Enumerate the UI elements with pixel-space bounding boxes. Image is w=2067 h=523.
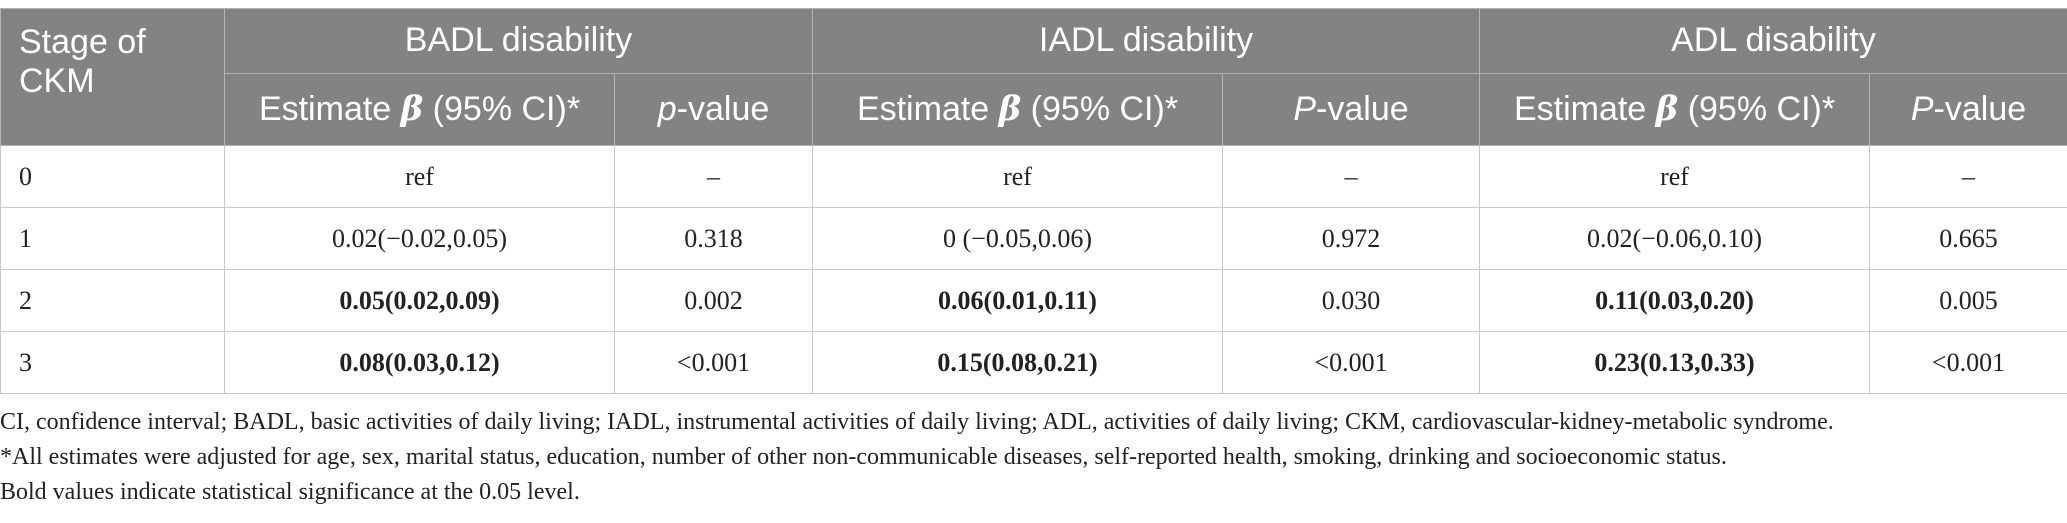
beta-symbol: β (1655, 88, 1679, 129)
badl-pvalue-cell: <0.001 (614, 331, 813, 394)
iadl-pvalue-cell: 0.972 (1221, 207, 1481, 270)
iadl-pvalue-cell: – (1221, 145, 1481, 208)
table-row: 1 0.02(−0.02,0.05) 0.318 0 (−0.05,0.06) … (0, 207, 2067, 270)
badl-estimate-cell: 0.08(0.03,0.12) (224, 331, 615, 394)
beta-symbol: β (998, 88, 1022, 129)
badl-estimate-cell: 0.05(0.02,0.09) (224, 269, 615, 332)
adl-pvalue-cell: <0.001 (1869, 331, 2067, 394)
table-row: 3 0.08(0.03,0.12) <0.001 0.15(0.08,0.21)… (0, 331, 2067, 394)
iadl-estimate-cell: 0 (−0.05,0.06) (812, 207, 1223, 270)
adl-pvalue-header: P-value (1869, 73, 2067, 146)
adl-estimate-cell: 0.02(−0.06,0.10) (1479, 207, 1871, 270)
table-header: Stage of CKM BADL disability IADL disabi… (0, 8, 2067, 146)
beta-symbol: β (400, 88, 424, 129)
pvalue-letter: P (1293, 89, 1317, 128)
adl-estimate-cell: 0.23(0.13,0.33) (1479, 331, 1871, 394)
table-row: 2 0.05(0.02,0.09) 0.002 0.06(0.01,0.11) … (0, 269, 2067, 332)
iadl-pvalue-cell: <0.001 (1221, 331, 1481, 394)
iadl-group-header: IADL disability (811, 8, 1481, 74)
pvalue-letter: P (1910, 89, 1934, 128)
estimate-suffix: (95% CI)* (1678, 89, 1836, 128)
estimate-suffix: (95% CI)* (1021, 89, 1179, 128)
adl-estimate-header: Estimate β (95% CI)* (1479, 73, 1871, 146)
iadl-estimate-cell: 0.15(0.08,0.21) (812, 331, 1223, 394)
estimate-prefix: Estimate (1513, 89, 1656, 128)
pvalue-letter: p (657, 89, 677, 128)
adl-pvalue-cell: – (1869, 145, 2067, 208)
estimate-suffix: (95% CI)* (423, 89, 581, 128)
significance-footnote: Bold values indicate statistical signifi… (0, 479, 580, 505)
stage-column-header: Stage of CKM (0, 8, 225, 146)
estimate-prefix: Estimate (258, 89, 401, 128)
stage-cell: 0 (0, 145, 225, 208)
badl-estimate-header: Estimate β (95% CI)* (224, 73, 615, 146)
stage-cell: 2 (0, 269, 225, 332)
iadl-estimate-cell: ref (812, 145, 1223, 208)
iadl-pvalue-cell: 0.030 (1221, 269, 1481, 332)
abbreviations-footnote: CI, confidence interval; BADL, basic act… (0, 409, 1834, 435)
badl-group-header: BADL disability (224, 8, 813, 74)
table-body: 0 ref – ref – ref – 1 0.02(−0.02,0.05) 0… (0, 145, 2067, 394)
badl-estimate-cell: 0.02(−0.02,0.05) (224, 207, 615, 270)
pvalue-rest: -value (1316, 89, 1409, 128)
iadl-estimate-header: Estimate β (95% CI)* (812, 73, 1223, 146)
table-row: 0 ref – ref – ref – (0, 145, 2067, 208)
badl-estimate-cell: ref (224, 145, 615, 208)
iadl-pvalue-header: P-value (1221, 73, 1481, 146)
badl-pvalue-cell: 0.002 (614, 269, 813, 332)
adl-estimate-cell: ref (1479, 145, 1871, 208)
badl-pvalue-cell: – (614, 145, 813, 208)
stage-cell: 3 (0, 331, 225, 394)
adjustment-footnote: *All estimates were adjusted for age, se… (0, 444, 1727, 470)
table-footnotes: CI, confidence interval; BADL, basic act… (0, 405, 2067, 510)
stage-cell: 1 (0, 207, 225, 270)
adl-pvalue-cell: 0.665 (1869, 207, 2067, 270)
badl-pvalue-cell: 0.318 (614, 207, 813, 270)
badl-pvalue-header: p-value (614, 73, 813, 146)
estimate-prefix: Estimate (856, 89, 999, 128)
adl-group-header: ADL disability (1479, 8, 2067, 74)
results-table: Stage of CKM BADL disability IADL disabi… (0, 8, 2067, 394)
iadl-estimate-cell: 0.06(0.01,0.11) (812, 269, 1223, 332)
pvalue-rest: -value (1933, 89, 2027, 128)
adl-pvalue-cell: 0.005 (1869, 269, 2067, 332)
adl-estimate-cell: 0.11(0.03,0.20) (1479, 269, 1871, 332)
pvalue-rest: -value (676, 89, 770, 128)
